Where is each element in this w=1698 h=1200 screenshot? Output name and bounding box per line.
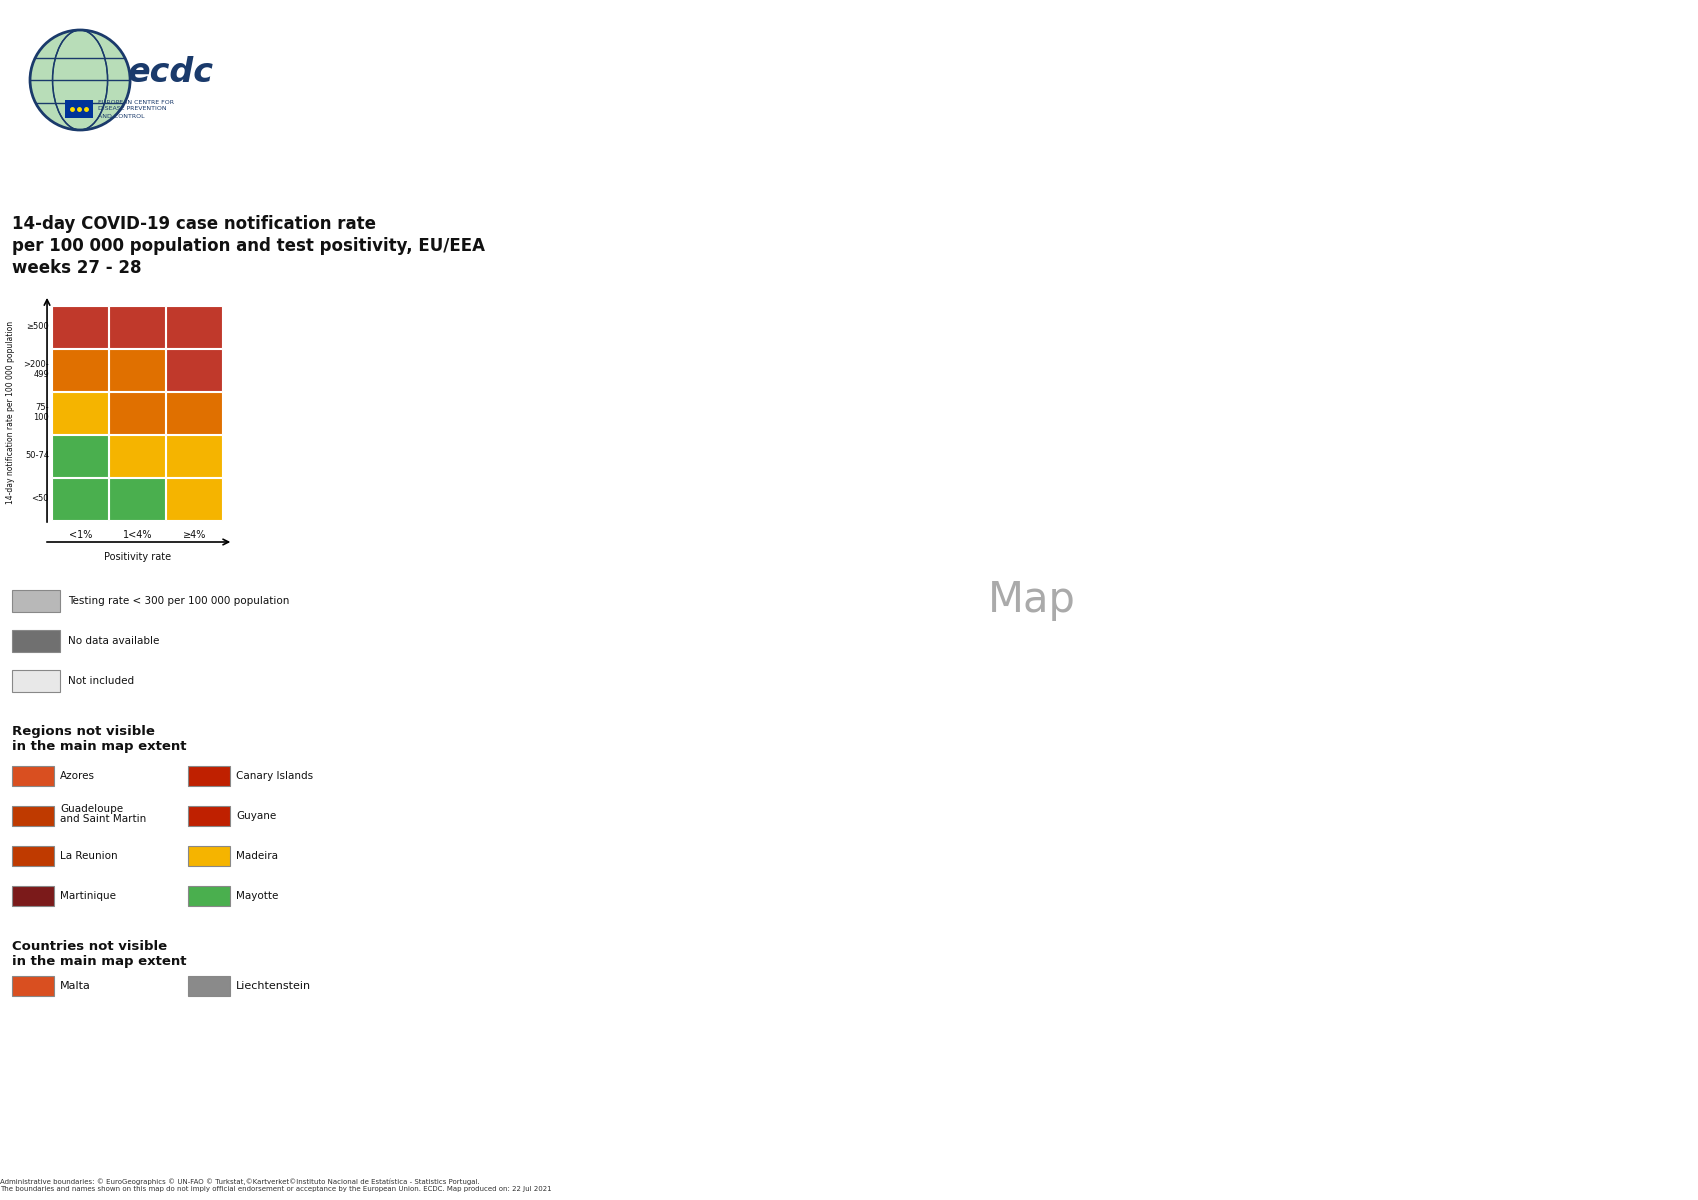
Bar bbox=[65, 100, 93, 118]
Text: Martinique: Martinique bbox=[59, 890, 115, 901]
Text: per 100 000 population and test positivity, EU/EEA: per 100 000 population and test positivi… bbox=[12, 236, 484, 254]
Bar bbox=[188, 886, 229, 906]
Bar bbox=[53, 434, 109, 476]
Bar bbox=[166, 392, 222, 434]
Text: 14-day COVID-19 case notification rate: 14-day COVID-19 case notification rate bbox=[12, 215, 375, 233]
Text: 75-
100: 75- 100 bbox=[34, 403, 49, 422]
Text: Administrative boundaries: © EuroGeographics © UN-FAO © Turkstat,©Kartverket©Ins: Administrative boundaries: © EuroGeograp… bbox=[0, 1178, 552, 1192]
Bar bbox=[109, 392, 165, 434]
Bar bbox=[12, 766, 54, 786]
Text: ecdc: ecdc bbox=[127, 55, 214, 89]
Text: >200-
499: >200- 499 bbox=[24, 360, 49, 379]
Bar bbox=[53, 478, 109, 520]
Text: Azores: Azores bbox=[59, 770, 95, 781]
Bar bbox=[166, 478, 222, 520]
Text: 50-74: 50-74 bbox=[25, 451, 49, 460]
Text: Countries not visible
in the main map extent: Countries not visible in the main map ex… bbox=[12, 940, 187, 968]
Bar bbox=[53, 349, 109, 391]
Bar bbox=[166, 434, 222, 476]
Text: <1%: <1% bbox=[70, 530, 92, 540]
Text: Malta: Malta bbox=[59, 982, 92, 991]
Bar bbox=[188, 976, 229, 996]
Text: Mayotte: Mayotte bbox=[236, 890, 278, 901]
Text: 14-day notification rate per 100 000 population: 14-day notification rate per 100 000 pop… bbox=[5, 320, 15, 504]
Bar bbox=[12, 806, 54, 826]
Bar bbox=[12, 630, 59, 652]
Bar bbox=[53, 392, 109, 434]
Text: and Saint Martin: and Saint Martin bbox=[59, 814, 146, 824]
Text: Guadeloupe: Guadeloupe bbox=[59, 804, 122, 814]
Text: Not included: Not included bbox=[68, 676, 134, 686]
Bar bbox=[12, 670, 59, 692]
Text: La Reunion: La Reunion bbox=[59, 851, 117, 862]
Text: No data available: No data available bbox=[68, 636, 160, 646]
Text: Liechtenstein: Liechtenstein bbox=[236, 982, 311, 991]
Bar bbox=[109, 478, 165, 520]
Bar bbox=[12, 886, 54, 906]
Bar bbox=[166, 306, 222, 348]
Text: EUROPEAN CENTRE FOR
DISEASE PREVENTION
AND CONTROL: EUROPEAN CENTRE FOR DISEASE PREVENTION A… bbox=[98, 100, 173, 119]
Bar bbox=[109, 434, 165, 476]
Bar bbox=[12, 846, 54, 866]
Bar bbox=[109, 306, 165, 348]
Bar bbox=[188, 766, 229, 786]
Text: Canary Islands: Canary Islands bbox=[236, 770, 312, 781]
Bar bbox=[12, 976, 54, 996]
Bar bbox=[53, 306, 109, 348]
Text: <50: <50 bbox=[32, 494, 49, 503]
Text: ≥500: ≥500 bbox=[25, 322, 49, 331]
Circle shape bbox=[31, 30, 131, 130]
Text: Madeira: Madeira bbox=[236, 851, 278, 862]
Text: Positivity rate: Positivity rate bbox=[104, 552, 171, 562]
Text: Map: Map bbox=[988, 578, 1075, 622]
Text: Testing rate < 300 per 100 000 population: Testing rate < 300 per 100 000 populatio… bbox=[68, 596, 289, 606]
Bar bbox=[188, 846, 229, 866]
Bar bbox=[166, 349, 222, 391]
Text: ≥4%: ≥4% bbox=[183, 530, 205, 540]
Bar bbox=[109, 349, 165, 391]
Text: Guyane: Guyane bbox=[236, 811, 277, 821]
Text: Regions not visible
in the main map extent: Regions not visible in the main map exte… bbox=[12, 725, 187, 754]
Bar bbox=[12, 590, 59, 612]
Bar bbox=[188, 806, 229, 826]
Text: 1<4%: 1<4% bbox=[122, 530, 153, 540]
Text: weeks 27 - 28: weeks 27 - 28 bbox=[12, 259, 141, 277]
